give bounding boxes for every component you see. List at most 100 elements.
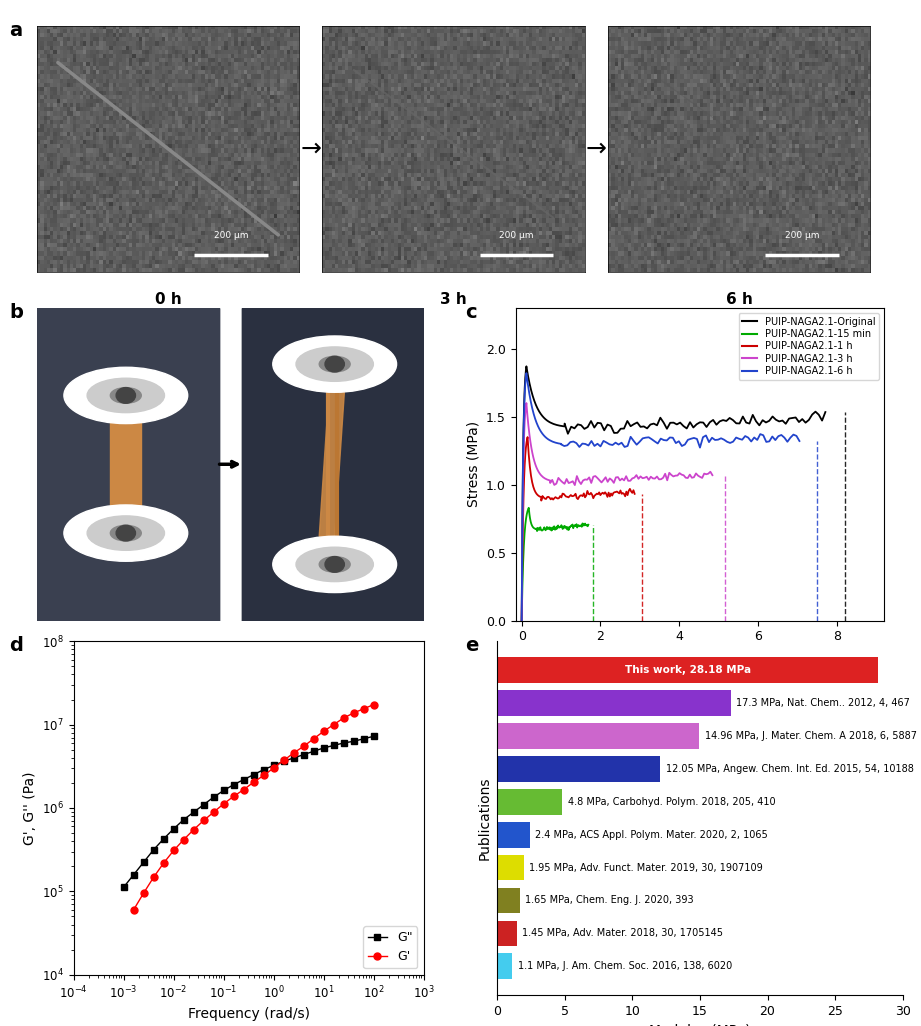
G" — [198, 798, 209, 811]
Text: 200 μm: 200 μm — [499, 231, 534, 240]
G" — [348, 735, 359, 747]
G" — [318, 742, 329, 754]
G' — [278, 754, 289, 766]
G' — [239, 784, 250, 796]
Bar — [242, 308, 424, 621]
G" — [268, 759, 279, 772]
G' — [368, 699, 379, 711]
G" — [258, 763, 269, 776]
G' — [208, 806, 219, 819]
G' — [258, 770, 269, 782]
G" — [278, 755, 289, 767]
Circle shape — [116, 388, 135, 403]
Line: G": G" — [121, 733, 377, 891]
Text: a: a — [9, 21, 22, 40]
Text: 6 h: 6 h — [726, 291, 752, 307]
Text: 12.05 MPa, Angew. Chem. Int. Ed. 2015, 54, 10188: 12.05 MPa, Angew. Chem. Int. Ed. 2015, 5… — [666, 764, 914, 774]
Bar — [37, 308, 218, 621]
Text: 2.4 MPa, ACS Appl. Polym. Mater. 2020, 2, 1065: 2.4 MPa, ACS Appl. Polym. Mater. 2020, 2… — [535, 830, 768, 839]
G" — [128, 868, 139, 880]
G' — [248, 776, 259, 788]
Y-axis label: Stress (MPa): Stress (MPa) — [466, 422, 481, 507]
Bar — [37, 308, 218, 621]
Legend: PUIP-NAGA2.1-Original, PUIP-NAGA2.1-15 min, PUIP-NAGA2.1-1 h, PUIP-NAGA2.1-3 h, : PUIP-NAGA2.1-Original, PUIP-NAGA2.1-15 m… — [739, 313, 880, 381]
G" — [178, 814, 189, 826]
Circle shape — [116, 525, 135, 541]
Ellipse shape — [64, 367, 188, 424]
Ellipse shape — [296, 347, 373, 382]
G" — [368, 731, 379, 743]
Bar — [497, 920, 517, 946]
X-axis label: Modulus (MPa): Modulus (MPa) — [649, 1024, 751, 1026]
Bar — [497, 658, 878, 683]
Circle shape — [325, 356, 344, 372]
Bar — [497, 953, 512, 979]
G" — [328, 740, 339, 752]
Text: 3 h: 3 h — [440, 291, 467, 307]
G" — [169, 823, 180, 835]
Bar — [497, 855, 524, 880]
G" — [188, 806, 199, 819]
Ellipse shape — [111, 388, 141, 403]
Text: e: e — [465, 636, 479, 656]
G" — [228, 779, 239, 791]
G" — [358, 733, 369, 745]
G" — [309, 745, 320, 757]
G' — [138, 886, 149, 899]
G" — [288, 752, 299, 764]
G' — [348, 707, 359, 719]
Legend: G", G': G", G' — [363, 926, 417, 969]
Text: →: → — [586, 136, 607, 161]
Bar — [497, 789, 562, 815]
Text: 1.45 MPa, Adv. Mater. 2018, 30, 1705145: 1.45 MPa, Adv. Mater. 2018, 30, 1705145 — [522, 929, 723, 939]
G" — [298, 749, 309, 761]
G' — [298, 740, 309, 752]
Ellipse shape — [273, 336, 397, 392]
Text: 0 h: 0 h — [155, 291, 181, 307]
G' — [358, 703, 369, 715]
G' — [158, 857, 169, 869]
Bar — [497, 887, 519, 913]
G" — [148, 843, 159, 856]
G" — [248, 768, 259, 781]
G' — [338, 712, 349, 724]
Bar — [497, 756, 660, 782]
G' — [169, 844, 180, 857]
Text: c: c — [465, 303, 477, 322]
Ellipse shape — [87, 379, 165, 412]
Bar — [497, 723, 699, 749]
G' — [328, 718, 339, 731]
Y-axis label: Publications: Publications — [478, 777, 492, 860]
Y-axis label: G', G'' (Pa): G', G'' (Pa) — [22, 772, 37, 844]
Text: 14.96 MPa, J. Mater. Chem. A 2018, 6, 5887: 14.96 MPa, J. Mater. Chem. A 2018, 6, 58… — [705, 731, 916, 741]
X-axis label: Strain (mm/mm): Strain (mm/mm) — [643, 649, 757, 663]
G" — [208, 791, 219, 803]
G' — [288, 747, 299, 759]
Text: 1.1 MPa, J. Am. Chem. Soc. 2016, 138, 6020: 1.1 MPa, J. Am. Chem. Soc. 2016, 138, 60… — [518, 961, 732, 972]
G" — [118, 881, 129, 894]
G' — [218, 797, 229, 810]
G" — [338, 737, 349, 749]
Text: This work, 28.18 MPa: This work, 28.18 MPa — [624, 665, 751, 675]
X-axis label: Frequency (rad/s): Frequency (rad/s) — [188, 1007, 309, 1021]
Text: d: d — [9, 636, 23, 656]
Text: →: → — [300, 136, 321, 161]
G" — [218, 784, 229, 796]
Text: 200 μm: 200 μm — [785, 231, 820, 240]
G' — [228, 790, 239, 802]
Text: b: b — [9, 303, 23, 322]
G" — [239, 774, 250, 786]
Text: 1.65 MPa, Chem. Eng. J. 2020, 393: 1.65 MPa, Chem. Eng. J. 2020, 393 — [525, 896, 694, 906]
G' — [148, 871, 159, 883]
Ellipse shape — [320, 356, 350, 372]
G' — [188, 824, 199, 836]
G' — [318, 725, 329, 738]
G' — [128, 904, 139, 916]
Ellipse shape — [273, 537, 397, 593]
G' — [198, 815, 209, 827]
Ellipse shape — [64, 505, 188, 561]
Ellipse shape — [296, 547, 373, 582]
G" — [138, 856, 149, 868]
Text: 200 μm: 200 μm — [214, 231, 249, 240]
Ellipse shape — [320, 556, 350, 573]
